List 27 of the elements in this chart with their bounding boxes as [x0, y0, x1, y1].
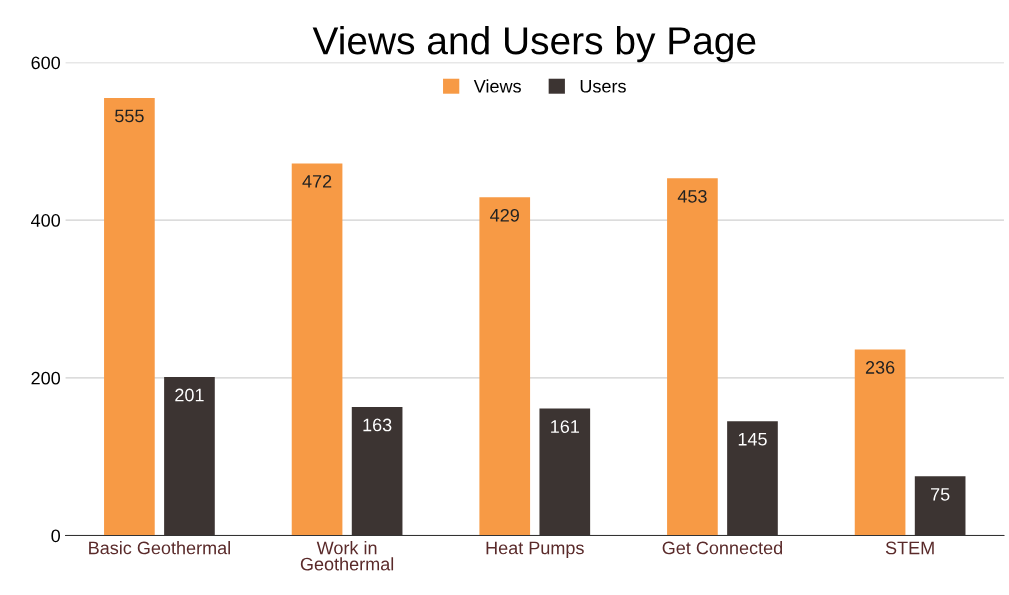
bar — [291, 163, 343, 536]
x-tick-label: STEM — [885, 541, 934, 555]
x-tick-label: Heat Pumps — [486, 541, 584, 558]
data-label: 472 — [302, 174, 332, 188]
y-tick-label: 400 — [31, 214, 61, 227]
data-label: 201 — [175, 388, 204, 402]
data-label: 145 — [738, 432, 767, 446]
chart-title: Views and Users by Page — [312, 25, 756, 63]
data-label: 236 — [865, 361, 895, 374]
data-label: 163 — [363, 418, 392, 432]
y-tick-label: 600 — [31, 56, 61, 70]
bar — [479, 197, 531, 536]
legend-label: Views — [473, 79, 521, 93]
bar — [667, 178, 718, 536]
data-label: 555 — [115, 109, 144, 123]
y-tick-label: 200 — [31, 371, 61, 385]
legend-label: Users — [580, 80, 626, 93]
y-tick-label: 0 — [51, 529, 61, 543]
bar — [104, 97, 155, 536]
data-label: 453 — [677, 189, 707, 203]
bar — [854, 349, 906, 536]
x-tick-label: Get Connected — [662, 541, 783, 555]
data-label: 75 — [931, 488, 950, 501]
data-label: 429 — [490, 208, 519, 222]
data-label: 161 — [551, 420, 579, 433]
x-tick-label: Work in Geothermal — [300, 541, 394, 571]
x-tick-label: Basic Geothermal — [89, 541, 230, 555]
